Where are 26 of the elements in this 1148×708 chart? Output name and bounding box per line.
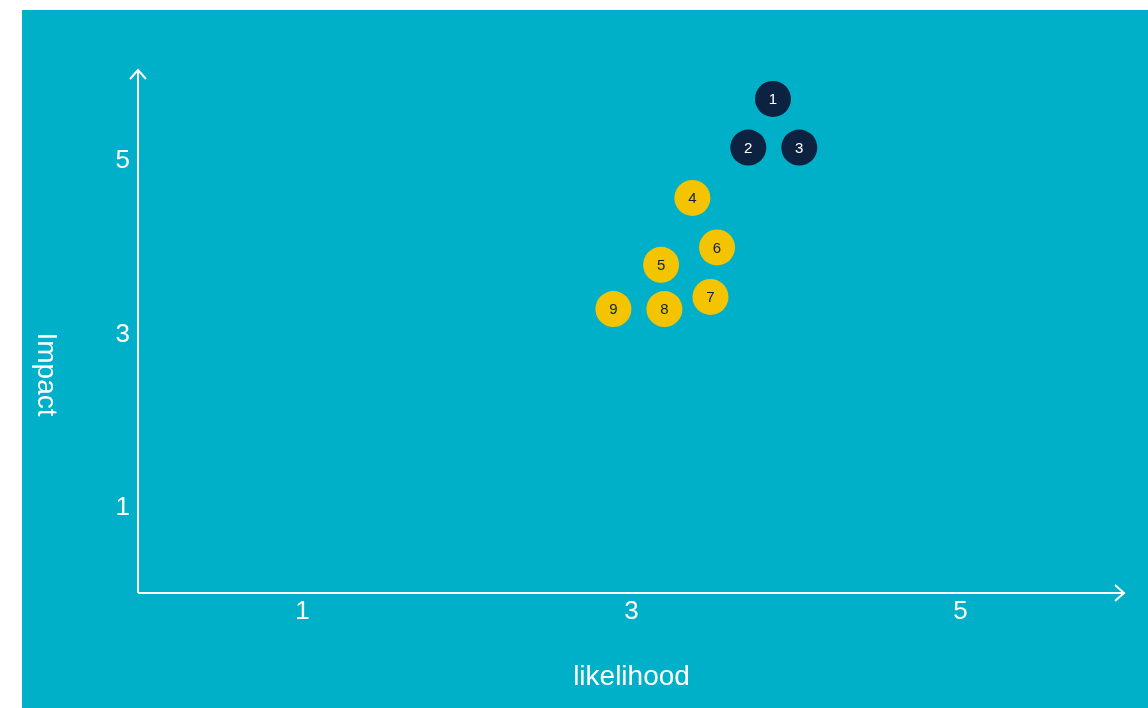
x-tick-label: 1	[295, 595, 310, 626]
y-tick-label: 5	[115, 144, 130, 175]
y-tick-label: 1	[115, 491, 130, 522]
annotation: 4	[688, 189, 697, 207]
annotation: 5	[656, 256, 666, 274]
annotation: 7	[706, 288, 715, 306]
annotation: 3	[795, 138, 804, 156]
point	[730, 129, 767, 166]
point	[781, 129, 818, 166]
point	[699, 229, 736, 266]
annotation: 2	[744, 138, 753, 156]
x-tick-label: 3	[624, 595, 639, 626]
point	[643, 246, 680, 283]
point	[754, 80, 791, 117]
point	[692, 278, 729, 315]
y-tick-label: 3	[115, 317, 130, 348]
annotation: 1	[768, 90, 778, 108]
x-tick-label: 5	[953, 595, 968, 626]
annotation: 9	[609, 300, 618, 318]
point	[674, 179, 711, 216]
point	[646, 291, 683, 328]
annotation: 8	[660, 300, 669, 318]
annotation: 6	[712, 238, 722, 256]
point	[595, 291, 632, 328]
x-axis-title: likelihood	[573, 660, 690, 691]
y-axis-title: Impact	[32, 332, 64, 417]
